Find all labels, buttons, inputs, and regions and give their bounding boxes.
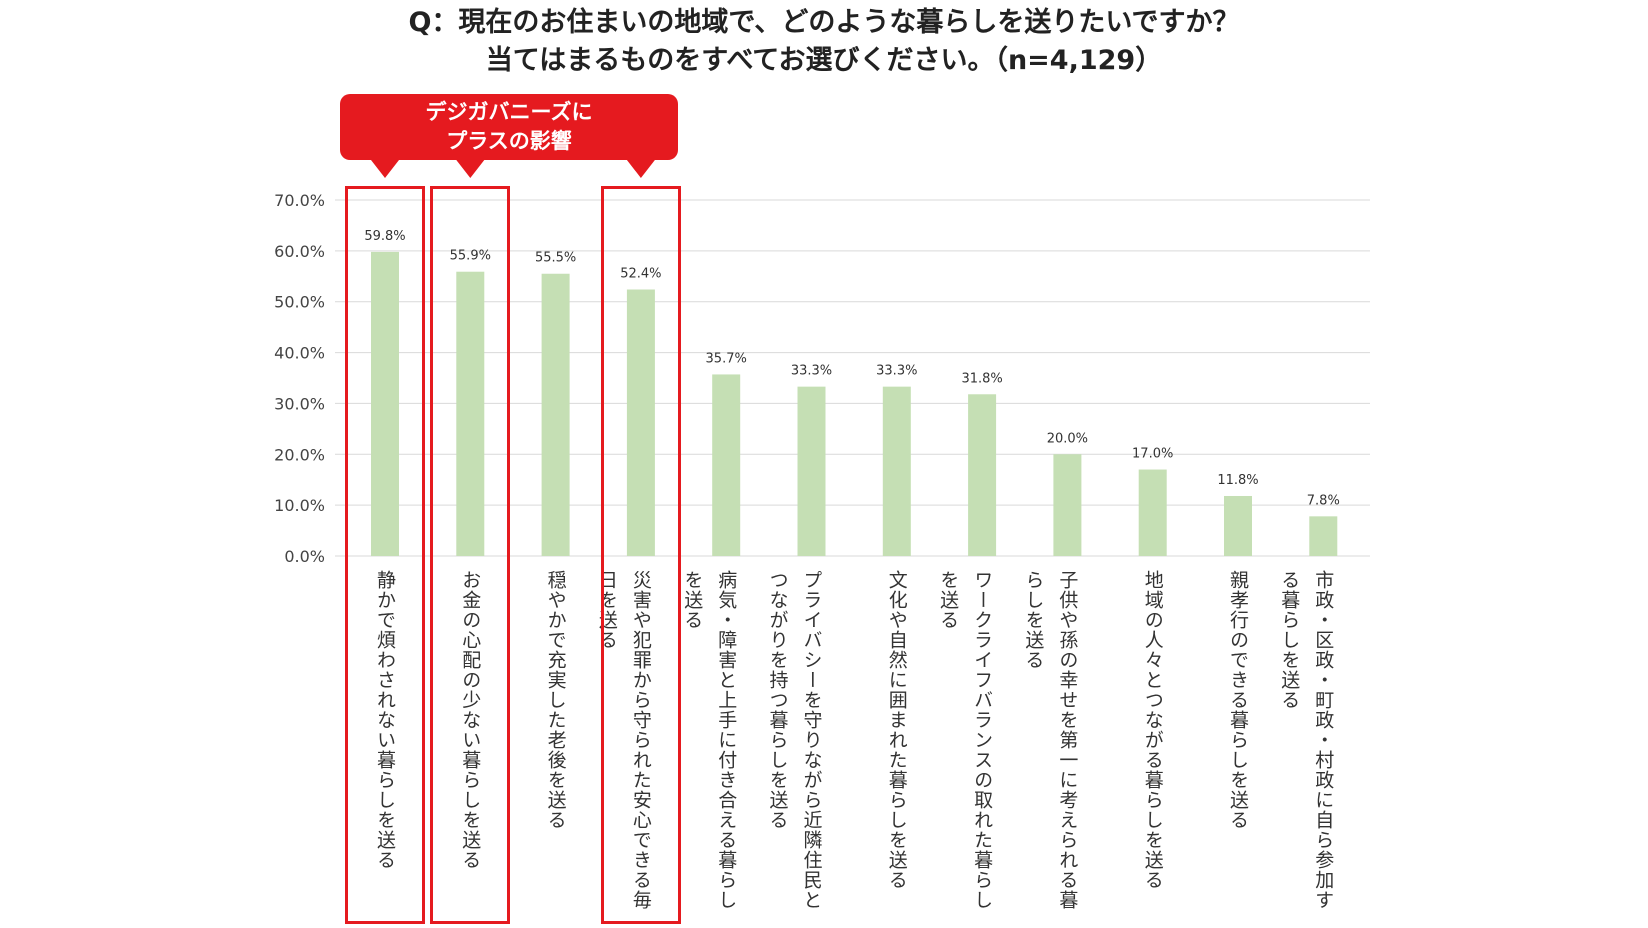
chart-title-line-2: 当てはまるものをすべてお選びください。（n=4,129）: [485, 45, 1163, 76]
category-label-line: 文化や自然に囲まれた暮らしを送る: [885, 570, 908, 890]
bar: [456, 271, 485, 556]
category-label-line: 静かで煩わされない暮らしを送る: [374, 570, 396, 870]
callout-line-2: プラスの影響: [446, 129, 572, 153]
y-tick-label: 0.0%: [284, 547, 325, 566]
category-label: プライバシーを守りながら近隣住民と つながりを持つ暮らしを送る: [761, 570, 829, 920]
bars: [371, 251, 1338, 557]
data-label: 20.0%: [1047, 431, 1088, 446]
bar: [1224, 495, 1252, 556]
category-label: 病気・障害と上手に付き合える暮らし を送る: [675, 570, 743, 920]
category-label: 地域の人々とつながる暮らしを送る: [1136, 570, 1170, 920]
chart-title-line-1: Q：現在のお住まいの地域で、どのような暮らしを送りたいですか？: [408, 7, 1240, 38]
highlight-box: [600, 186, 681, 924]
category-label-line: つながりを持つ暮らしを送る: [766, 570, 789, 830]
bar: [712, 374, 741, 556]
highlight-box: [345, 186, 425, 924]
category-label-line: プライバシーを守りながら近隣住民と: [800, 570, 823, 910]
y-tick-label: 40.0%: [274, 344, 325, 363]
data-label: 33.3%: [876, 364, 917, 379]
category-label: 子供や孫の幸せを第一に考えられる暮 らしを送る: [1016, 570, 1084, 920]
callout-pointer: [371, 160, 399, 178]
y-axis-tick-labels: 0.0% 10.0% 20.0% 30.0% 40.0% 50.0% 60.0% 70.0%: [274, 191, 325, 566]
category-label-line: 災害や犯罪から守られた安心できる毎: [629, 570, 652, 910]
category-label: 文化や自然に囲まれた暮らしを送る: [880, 570, 914, 920]
data-label: 59.8%: [364, 229, 405, 244]
data-label: 55.9%: [450, 249, 491, 264]
category-label: 穏やかで充実した老後を送る: [539, 570, 573, 920]
callout-pointer: [626, 160, 655, 178]
bar: [541, 273, 570, 556]
y-tick-label: 70.0%: [274, 191, 325, 210]
bar: [1053, 454, 1082, 556]
y-tick-label: 10.0%: [274, 496, 325, 515]
y-tick-label: 20.0%: [274, 445, 325, 464]
data-label: 35.7%: [706, 351, 747, 366]
bar: [882, 386, 911, 556]
category-label-line: お金の心配の少ない暮らしを送る: [459, 570, 482, 870]
bar: [371, 251, 399, 557]
category-label-line: 穏やかで充実した老後を送る: [544, 570, 567, 830]
bar: [797, 386, 826, 556]
bar: [968, 394, 997, 556]
category-label-line: 市政・区政・町政・村政に自ら参加す: [1312, 570, 1335, 910]
category-label-line: ワークライフバランスの取れた暮らし: [971, 570, 994, 910]
category-label-line: 親孝行のできる暮らしを送る: [1227, 570, 1249, 830]
category-label-line: 子供や孫の幸せを第一に考えられる暮: [1056, 570, 1079, 910]
data-label: 31.8%: [961, 371, 1002, 386]
data-label: 11.8%: [1217, 473, 1258, 488]
category-label: 親孝行のできる暮らしを送る: [1221, 570, 1255, 920]
category-label-line: を送る: [681, 570, 704, 630]
category-label-line: を送る: [937, 570, 960, 630]
data-label: 52.4%: [620, 267, 661, 282]
bar: [626, 289, 655, 556]
category-label: ワークライフバランスの取れた暮らし を送る: [931, 570, 999, 920]
y-tick-label: 30.0%: [274, 394, 325, 413]
bar: [1138, 469, 1167, 556]
y-tick-label: 50.0%: [274, 293, 325, 312]
category-label-line: 地域の人々とつながる暮らしを送る: [1141, 570, 1164, 890]
callout-pointer: [456, 160, 485, 178]
data-label: 55.5%: [535, 251, 576, 266]
highlight-box: [430, 186, 511, 924]
y-tick-label: 60.0%: [274, 242, 325, 261]
callout-line-1: デジガバニーズに: [425, 100, 593, 124]
data-labels: 59.8% 55.9% 55.5% 52.4% 35.7% 33.3% 33.3% 31.8%…: [364, 229, 1339, 508]
data-label: 7.8%: [1307, 493, 1340, 508]
category-label-line: る暮らしを送る: [1278, 570, 1301, 710]
callout-pointers: [371, 160, 655, 178]
data-label: 17.0%: [1132, 447, 1173, 462]
bar: [1309, 516, 1338, 556]
callout-positive-impact: デジガバニーズに プラスの影響: [340, 94, 678, 160]
category-label-line: 病気・障害と上手に付き合える暮らし: [715, 570, 738, 910]
data-label: 33.3%: [791, 364, 832, 379]
category-label: お金の心配の少ない暮らしを送る: [453, 570, 487, 920]
category-label: 市政・区政・町政・村政に自ら参加す る暮らしを送る: [1272, 570, 1340, 920]
category-label: 静かで煩わされない暮らしを送る: [368, 570, 402, 920]
category-label-line: らしを送る: [1022, 570, 1045, 670]
